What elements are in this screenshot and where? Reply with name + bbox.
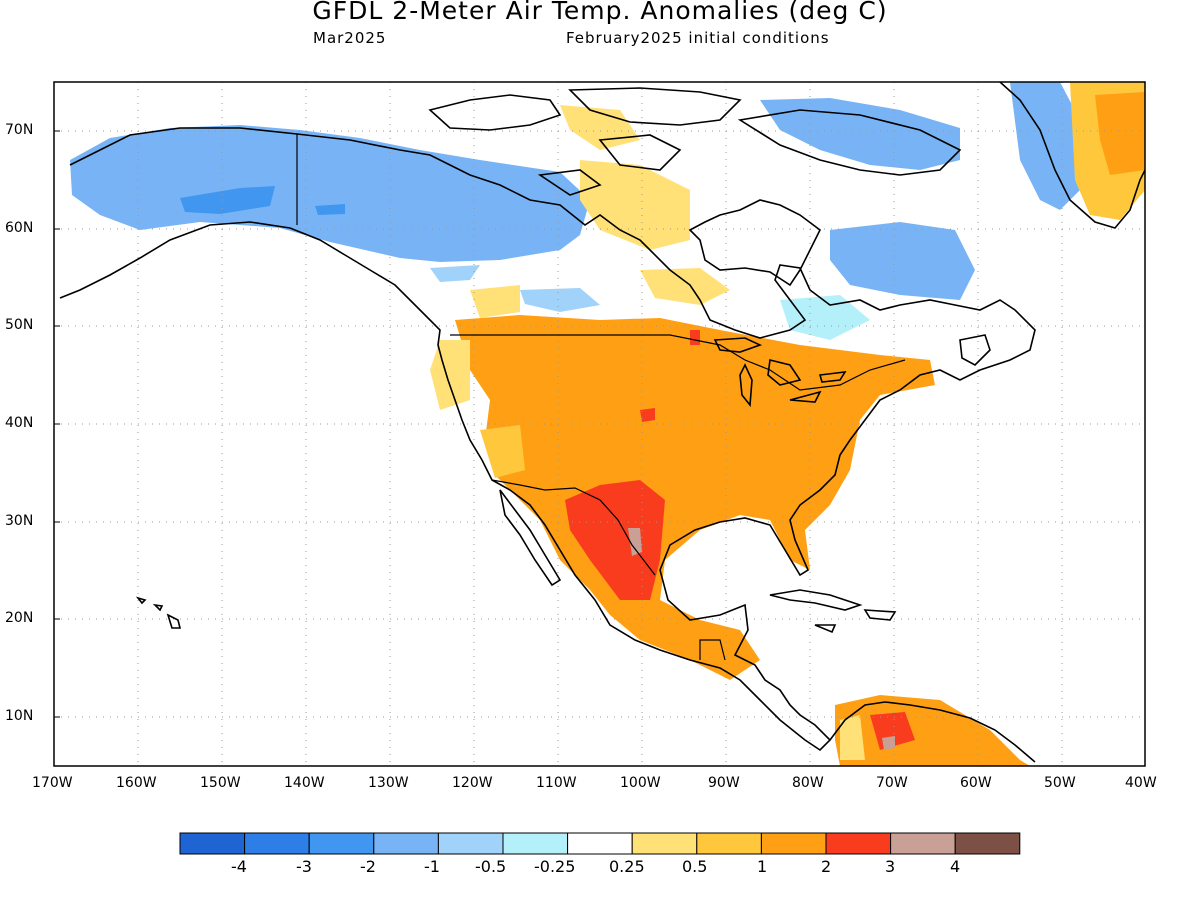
cool-patch-quebec xyxy=(780,295,870,340)
lon-label-130w: 130W xyxy=(368,775,409,791)
colorbar-swatch xyxy=(954,832,1021,855)
cold-region-alaska xyxy=(70,125,590,262)
colorbar-swatch xyxy=(244,832,310,855)
map-title: GFDL 2-Meter Air Temp. Anomalies (deg C) xyxy=(312,0,888,25)
colorbar-label: -4 xyxy=(231,857,247,876)
colorbar-swatch xyxy=(437,832,504,855)
colorbar-label: -0.5 xyxy=(475,857,507,876)
warm-region-us-mexico xyxy=(455,315,935,680)
lat-label-10n: 10N xyxy=(5,708,34,724)
colorbar-label: -1 xyxy=(424,857,440,876)
lon-label-170w: 170W xyxy=(32,775,73,791)
cool-patch-prairie xyxy=(520,288,600,312)
lat-label-70n: 70N xyxy=(5,122,34,138)
lon-label-60w: 60W xyxy=(960,775,992,791)
warm-patch-manitoba xyxy=(640,268,730,305)
colorbar-label: 4 xyxy=(950,857,961,876)
valid-month: Mar2025 xyxy=(313,29,387,47)
colorbar-label: 2 xyxy=(821,857,832,876)
lon-label-50w: 50W xyxy=(1044,775,1076,791)
lat-label-50n: 50N xyxy=(5,317,34,333)
cold-region-baffin xyxy=(760,98,960,170)
borders xyxy=(296,134,906,661)
lon-label-150w: 150W xyxy=(200,775,241,791)
colorbar-swatch xyxy=(179,832,246,855)
lon-label-90w: 90W xyxy=(708,775,740,791)
lat-label-20n: 20N xyxy=(5,610,34,626)
cold-region-labrador xyxy=(830,222,975,300)
colorbar-swatch xyxy=(760,832,827,855)
colorbar-swatch xyxy=(567,832,633,855)
lat-label-40n: 40N xyxy=(5,415,34,431)
lon-label-40w: 40W xyxy=(1125,775,1157,791)
hot-region-venezuela xyxy=(870,712,915,750)
cold-core-alaska xyxy=(180,186,275,214)
lon-label-80w: 80W xyxy=(792,775,824,791)
colorbar-swatch xyxy=(502,832,569,855)
warm-core-greenland xyxy=(1095,92,1145,175)
hot-region-mexico xyxy=(565,480,665,600)
extreme-patch-mexico xyxy=(628,528,642,556)
lon-label-120w: 120W xyxy=(452,775,493,791)
colorbar-label: 3 xyxy=(885,857,896,876)
colorbar-label: -0.25 xyxy=(534,857,576,876)
lat-label-30n: 30N xyxy=(5,513,34,529)
lon-label-160w: 160W xyxy=(116,775,157,791)
coastlines xyxy=(59,82,1145,763)
colorbar-label: -2 xyxy=(360,857,376,876)
warm-patch-colombia xyxy=(840,715,865,760)
hot-patch-kansas xyxy=(640,408,655,422)
colorbar-label: 1 xyxy=(757,857,768,876)
lon-label-100w: 100W xyxy=(620,775,661,791)
lon-label-140w: 140W xyxy=(284,775,325,791)
colorbar-swatch xyxy=(696,832,762,855)
warm-patch-alberta xyxy=(470,285,520,318)
warm-patch-nunavut xyxy=(580,160,690,250)
cool-patch-bc xyxy=(430,265,480,282)
colorbar-label: 0.25 xyxy=(609,857,645,876)
colorbar-swatch xyxy=(308,832,375,855)
cold-core-yukon xyxy=(315,204,345,215)
lat-label-60n: 60N xyxy=(5,220,34,236)
extreme-patch-venezuela xyxy=(882,736,895,750)
cold-region-greenland xyxy=(1010,82,1080,210)
warm-patch-california xyxy=(480,425,525,478)
lon-label-110w: 110W xyxy=(536,775,577,791)
lon-label-70w: 70W xyxy=(876,775,908,791)
axis-ticks xyxy=(54,130,60,718)
warm-patch-northwest xyxy=(430,340,470,410)
warm-patch-arctic xyxy=(560,105,640,150)
colorbar-swatch xyxy=(890,832,956,855)
colorbar xyxy=(179,832,1021,855)
hot-patch-dakota xyxy=(690,330,700,345)
colorbar-label: -3 xyxy=(296,857,312,876)
colorbar-swatch xyxy=(631,832,698,855)
colorbar-swatch xyxy=(373,832,439,855)
colorbar-swatch xyxy=(825,832,892,855)
colorbar-label: 0.5 xyxy=(682,857,708,876)
init-conditions: February2025 initial conditions xyxy=(566,29,830,47)
